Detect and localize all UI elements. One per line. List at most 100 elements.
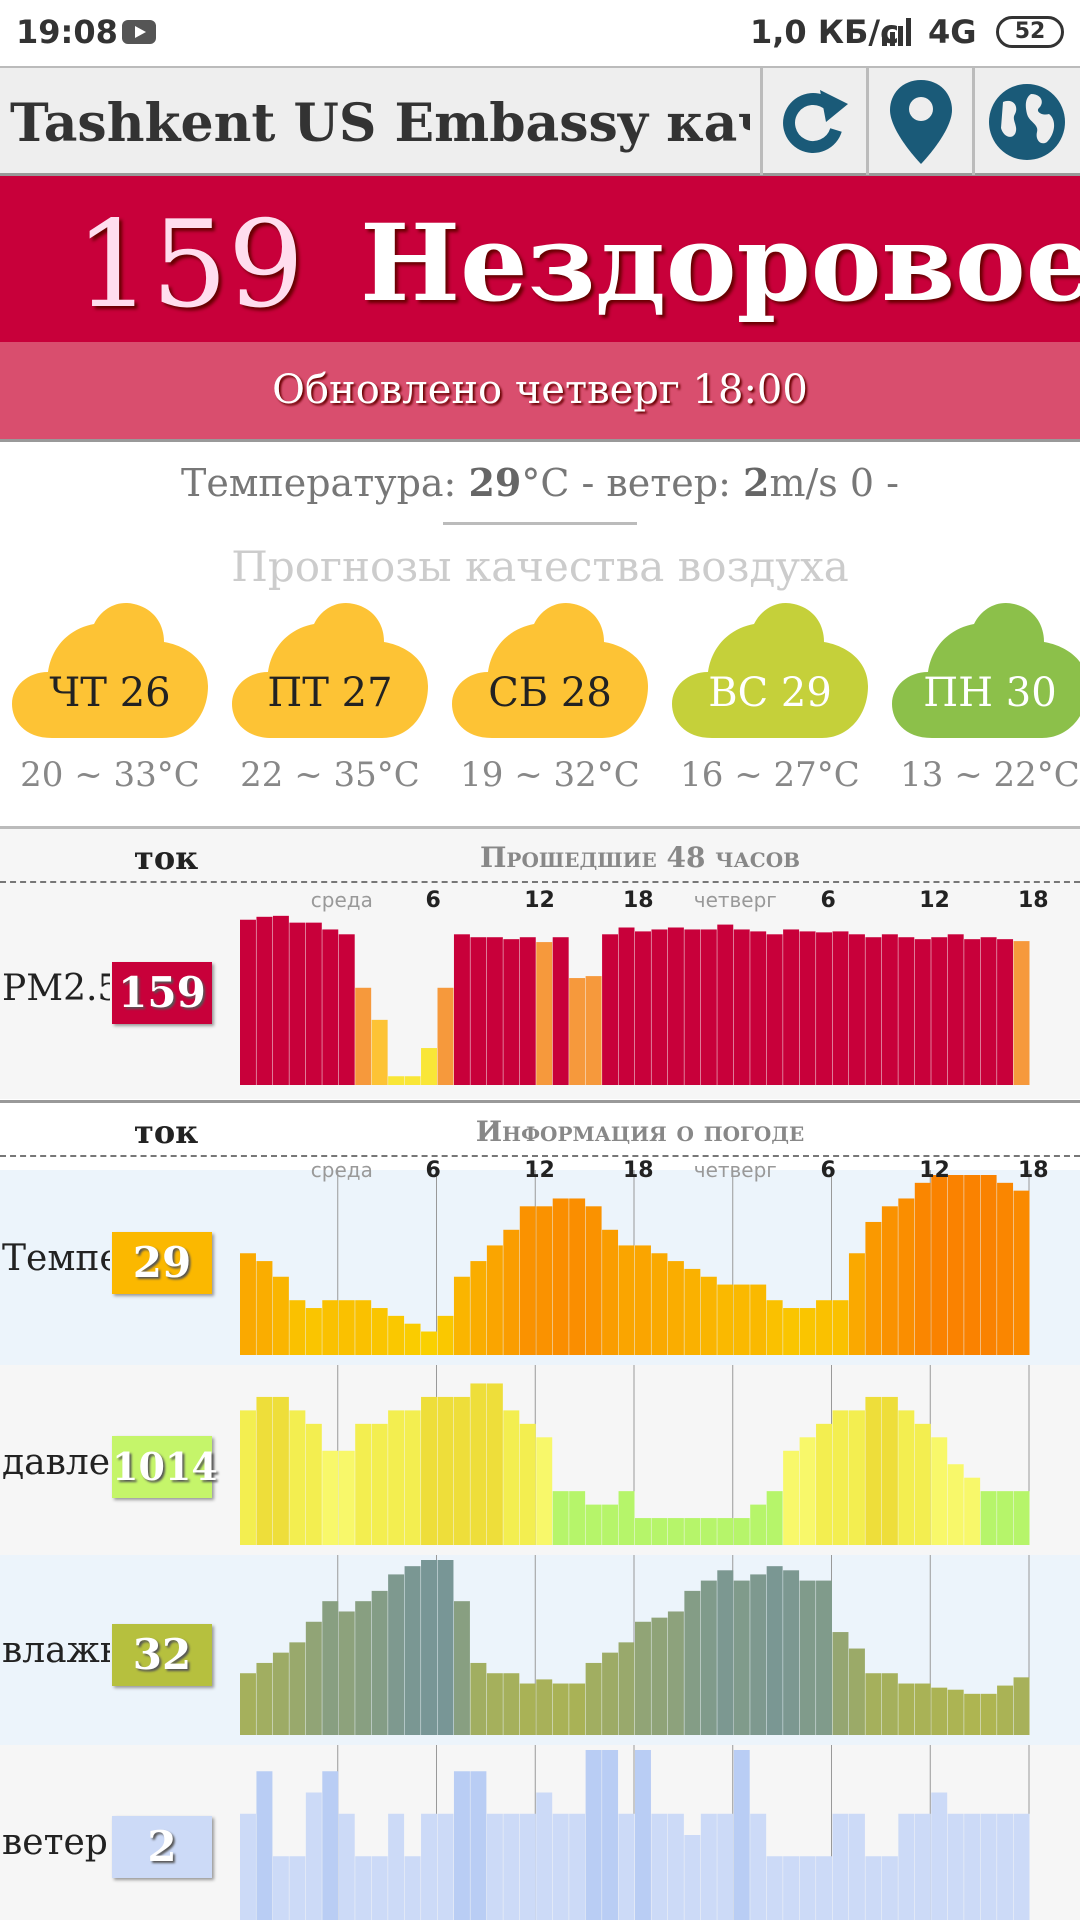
refresh-icon <box>782 89 848 153</box>
time-tick-label: 18 <box>1018 1158 1049 1183</box>
forecast-day[interactable]: ПН 30 <box>892 600 1080 740</box>
temp-bar <box>371 1308 388 1355</box>
humidity-bar <box>635 1621 651 1735</box>
temp-bar <box>816 1300 832 1355</box>
pm25-bar <box>371 1019 388 1085</box>
location-pin-icon <box>889 79 952 164</box>
temp-bar <box>305 1308 322 1355</box>
forecast-day[interactable]: ЧТ 26 <box>12 600 208 740</box>
pressure-bar <box>453 1396 470 1545</box>
pressure-bar <box>783 1450 800 1545</box>
pm25-bar <box>272 915 289 1085</box>
forecast-temp-range: 19 ~ 32°C <box>460 755 640 795</box>
time-tick-label: 18 <box>623 1158 654 1183</box>
time-tick-label: 6 <box>820 1158 836 1183</box>
humidity-bar <box>733 1580 750 1735</box>
temp-bar <box>338 1300 355 1355</box>
pressure-bar <box>848 1410 865 1545</box>
wind-bar <box>717 1813 734 1920</box>
pressure-bar <box>684 1518 701 1545</box>
pm25-bar <box>750 931 767 1085</box>
humidity-bar <box>799 1580 816 1735</box>
wind-bar <box>519 1813 536 1920</box>
wind-bar <box>421 1813 437 1920</box>
wind-bar <box>404 1856 421 1920</box>
humidity-bar <box>914 1683 931 1735</box>
wind-bar <box>733 1750 750 1920</box>
station-title[interactable]: Tashkent US Embassy каче... <box>10 93 750 154</box>
temp-bar <box>1013 1190 1030 1355</box>
pressure-bar <box>519 1423 536 1545</box>
temp-bar <box>240 1253 256 1355</box>
pressure-current-badge[interactable]: 1014 <box>112 1436 218 1498</box>
temp-bar <box>355 1300 372 1355</box>
humidity-bar <box>964 1693 981 1735</box>
signal-icon <box>882 18 911 46</box>
forecast-title: Прогнозы качества воздуха <box>231 542 849 591</box>
wind-current-badge[interactable]: 2 <box>112 1816 212 1878</box>
pressure-bar <box>931 1437 948 1545</box>
forecast-day-label: ВС 29 <box>708 670 832 716</box>
pm25-bar <box>667 927 684 1085</box>
pressure-bar <box>1013 1491 1030 1545</box>
pm25-bar <box>338 934 355 1085</box>
temp-bar <box>585 1206 602 1355</box>
forecast-temp-range: 16 ~ 27°C <box>680 755 860 795</box>
pm25-bar <box>914 939 931 1085</box>
pm25-bar <box>799 931 816 1085</box>
location-button[interactable] <box>866 68 972 175</box>
temp-bar <box>536 1206 553 1355</box>
temp-bar <box>552 1198 569 1355</box>
wind-bar <box>503 1813 520 1920</box>
cloud-icon <box>892 603 1080 738</box>
pressure-bar <box>997 1491 1014 1545</box>
temp-bar <box>322 1300 339 1355</box>
wind-bar <box>371 1856 388 1920</box>
temp-current-badge[interactable]: 29 <box>112 1232 212 1294</box>
pm25-bar <box>240 919 256 1085</box>
temp-bar <box>964 1175 981 1355</box>
forecast-day[interactable]: СБ 28 <box>452 600 648 740</box>
time-tick-label: 6 <box>425 1158 441 1183</box>
wind-bar <box>289 1856 306 1920</box>
wind-bar <box>355 1856 372 1920</box>
pm25-bar <box>453 934 470 1085</box>
humidity-bar <box>519 1683 536 1735</box>
time-tick-label: среда <box>310 1158 373 1182</box>
wind-bar <box>322 1771 339 1920</box>
pm25-bar <box>585 976 602 1085</box>
pressure-bar <box>635 1518 651 1545</box>
pressure-bar <box>421 1396 437 1545</box>
humidity-bar <box>766 1566 783 1735</box>
temp-bar <box>667 1261 684 1355</box>
temp-bar <box>519 1206 536 1355</box>
status-time: 19:08 <box>16 13 118 51</box>
humidity-bar <box>240 1673 256 1735</box>
humidity-bar <box>289 1642 306 1735</box>
current-label: ток <box>134 839 199 877</box>
pressure-label: давление <box>2 1442 110 1483</box>
youtube-notification-icon <box>122 20 156 44</box>
pm25-bar <box>848 934 865 1085</box>
humidity-bar <box>322 1601 339 1735</box>
pm25-current-badge[interactable]: 159 <box>112 962 212 1024</box>
forecast-day[interactable]: ВС 29 <box>672 600 868 740</box>
temp-bar <box>404 1323 421 1355</box>
forecast-day[interactable]: ПТ 27 <box>232 600 428 740</box>
cloud-icon <box>12 602 208 738</box>
humidity-bar <box>305 1621 322 1735</box>
wind-bar <box>536 1792 553 1920</box>
map-button[interactable] <box>972 68 1078 175</box>
refresh-button[interactable] <box>760 68 866 175</box>
humidity-current-badge[interactable]: 32 <box>112 1624 212 1686</box>
temp-bar <box>700 1276 717 1355</box>
pressure-bar <box>602 1504 619 1545</box>
forecast-temp-range: 22 ~ 35°C <box>240 755 420 795</box>
pm25-bar <box>832 931 849 1085</box>
cloud-icon <box>452 602 648 738</box>
pressure-bar <box>569 1491 586 1545</box>
time-tick-label: 6 <box>820 888 836 913</box>
pm25-bar <box>404 1076 421 1085</box>
pm25-bar <box>964 939 981 1085</box>
pressure-bar <box>305 1423 322 1545</box>
